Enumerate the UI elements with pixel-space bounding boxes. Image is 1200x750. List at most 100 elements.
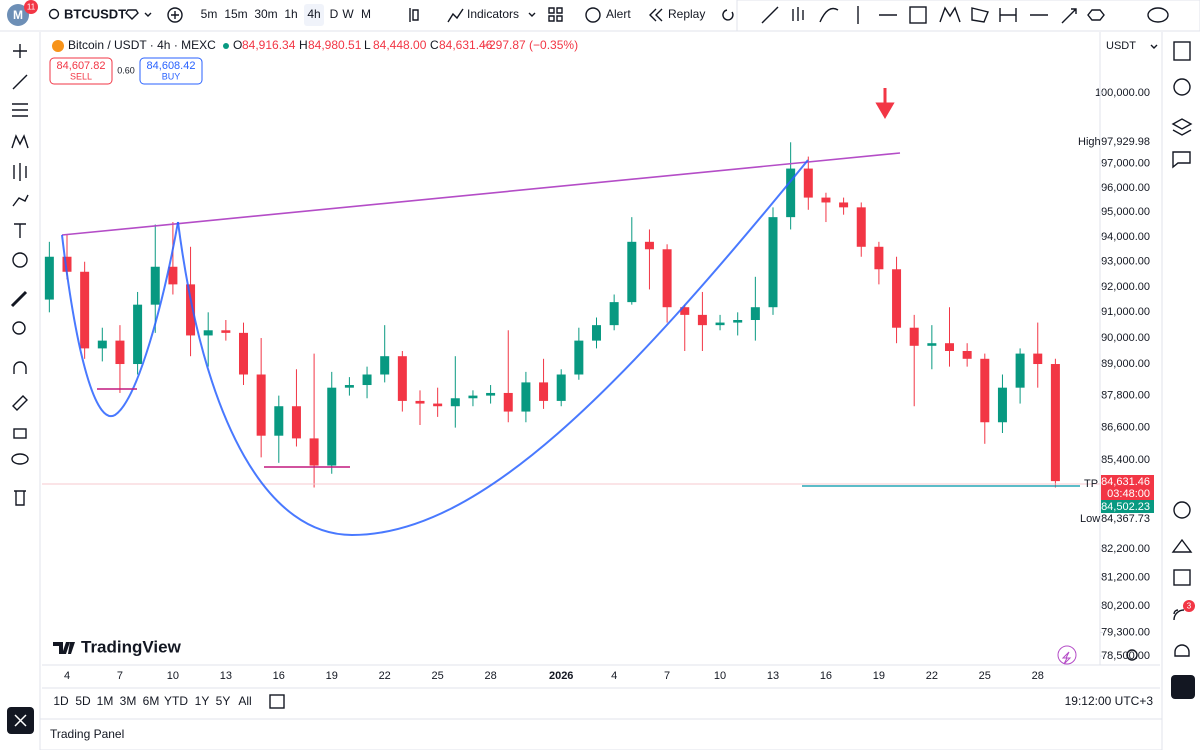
- watchlist[interactable]: [1173, 41, 1191, 61]
- news[interactable]: [1173, 609, 1185, 621]
- chats[interactable]: [1172, 151, 1191, 169]
- tool-text[interactable]: [14, 223, 26, 238]
- symbol[interactable]: BTCUSDT: [64, 6, 126, 21]
- tool-ruler[interactable]: [10, 290, 28, 308]
- range-button[interactable]: All: [238, 694, 251, 708]
- buy-label: BUY: [162, 71, 181, 81]
- diamond-icon[interactable]: [125, 9, 139, 20]
- timeframe[interactable]: W: [342, 7, 354, 21]
- alert-icon[interactable]: [585, 7, 601, 23]
- buy-button[interactable]: [139, 57, 203, 85]
- tool-magnet[interactable]: [13, 361, 27, 374]
- spread: 0.60: [117, 65, 135, 75]
- lightning-ring[interactable]: [1057, 645, 1077, 665]
- add-compare[interactable]: [167, 7, 183, 23]
- range-button[interactable]: 1Y: [195, 694, 210, 708]
- tool-fib[interactable]: [12, 103, 28, 117]
- calendar[interactable]: [1173, 569, 1191, 586]
- trendline-drawing[interactable]: [61, 152, 901, 236]
- settings-icon[interactable]: [1126, 649, 1138, 661]
- bar-style-icon[interactable]: [409, 8, 419, 22]
- indicators[interactable]: Indicators: [467, 7, 519, 21]
- tool-arrow[interactable]: [1061, 8, 1077, 24]
- tool-emoji[interactable]: [12, 252, 28, 268]
- notifications[interactable]: [1174, 644, 1190, 657]
- tool-cross[interactable]: [13, 44, 27, 58]
- trading-panel[interactable]: Trading Panel: [50, 727, 124, 741]
- range-button[interactable]: 5Y: [216, 694, 231, 708]
- replay[interactable]: Replay: [668, 7, 705, 21]
- candle-body: [521, 382, 531, 412]
- cup-curve-small[interactable]: [61, 221, 179, 418]
- range-button[interactable]: 5D: [75, 694, 91, 708]
- tool-bars[interactable]: [792, 7, 804, 21]
- change: −297.87 (−0.35%): [482, 38, 578, 52]
- x-tick-label: 7: [664, 670, 670, 682]
- candle-body: [327, 387, 337, 466]
- cup-curve-large[interactable]: [177, 159, 809, 537]
- replay-icon[interactable]: [649, 8, 663, 22]
- timeframe[interactable]: 1h: [284, 7, 297, 21]
- y-tick-label: 97,000.00: [1101, 158, 1150, 170]
- timeframe[interactable]: 15m: [224, 7, 247, 21]
- chevron[interactable]: [528, 12, 536, 17]
- tool-zoom[interactable]: [12, 321, 26, 335]
- tool-trendline[interactable]: [761, 6, 779, 24]
- range-button[interactable]: 1M: [97, 694, 114, 708]
- tool-pattern[interactable]: [939, 6, 961, 23]
- sell-button[interactable]: [49, 57, 113, 85]
- timeframe[interactable]: 5m: [201, 7, 218, 21]
- tool-range[interactable]: [999, 8, 1017, 22]
- tool-lock[interactable]: [13, 428, 27, 439]
- x-tick-label: 28: [1032, 670, 1044, 682]
- ohlc-legend: O 84,916.34 H 84,980.51 L 84,448.00 C 84,631.46: [233, 38, 493, 52]
- drawing-tools: [761, 6, 1169, 24]
- chevron[interactable]: [144, 12, 152, 17]
- timeframe[interactable]: 4h: [307, 7, 320, 21]
- tool-line[interactable]: [12, 74, 28, 90]
- indicators-icon[interactable]: [447, 8, 464, 23]
- range-button[interactable]: 1D: [53, 694, 69, 708]
- range-button[interactable]: YTD: [164, 694, 188, 708]
- search-icon[interactable]: [48, 8, 60, 20]
- candle-body: [909, 327, 919, 346]
- timeframe[interactable]: 30m: [254, 7, 277, 21]
- timeframe[interactable]: D: [330, 7, 339, 21]
- undo-icon[interactable]: [722, 9, 734, 21]
- tool-eye[interactable]: [11, 453, 29, 465]
- apps-button[interactable]: [1171, 675, 1195, 699]
- timeframe[interactable]: M: [361, 7, 371, 21]
- candle-body: [150, 266, 160, 305]
- candle-body: [592, 325, 601, 341]
- y-tick-label: 95,000.00: [1101, 206, 1150, 218]
- tool-brush[interactable]: [12, 194, 29, 207]
- lightning-icon[interactable]: [1061, 651, 1072, 665]
- chevron[interactable]: [1150, 44, 1158, 49]
- tool-polygon[interactable]: [971, 7, 989, 23]
- tool-ellipse[interactable]: [1147, 7, 1169, 23]
- tool-trash[interactable]: [14, 490, 26, 506]
- date-range-icon[interactable]: [269, 694, 285, 709]
- alert[interactable]: Alert: [606, 7, 631, 21]
- targets[interactable]: [1173, 501, 1191, 519]
- tool-rect[interactable]: [909, 6, 927, 24]
- calendar-up[interactable]: [1171, 538, 1193, 553]
- support-lines[interactable]: [97, 388, 350, 468]
- alerts[interactable]: [1173, 78, 1191, 96]
- candle-body: [803, 168, 813, 198]
- tool-lock-draw[interactable]: [12, 395, 28, 411]
- tool-pattern[interactable]: [11, 134, 29, 149]
- tool-shape[interactable]: [1087, 9, 1105, 21]
- object-tree[interactable]: [1171, 118, 1193, 136]
- sell-price: 84,607.82: [57, 60, 106, 72]
- range-button[interactable]: 3M: [120, 694, 137, 708]
- drawing-toolbar: [736, 0, 1200, 32]
- range-button[interactable]: 6M: [143, 694, 160, 708]
- layouts-icon[interactable]: [548, 7, 563, 22]
- candle-body: [203, 330, 213, 336]
- current-price-box: [1101, 475, 1154, 500]
- tool-curve[interactable]: [819, 7, 839, 23]
- tool-prediction[interactable]: [13, 163, 27, 181]
- currency[interactable]: USDT: [1106, 40, 1136, 52]
- avatar[interactable]: [7, 4, 29, 26]
